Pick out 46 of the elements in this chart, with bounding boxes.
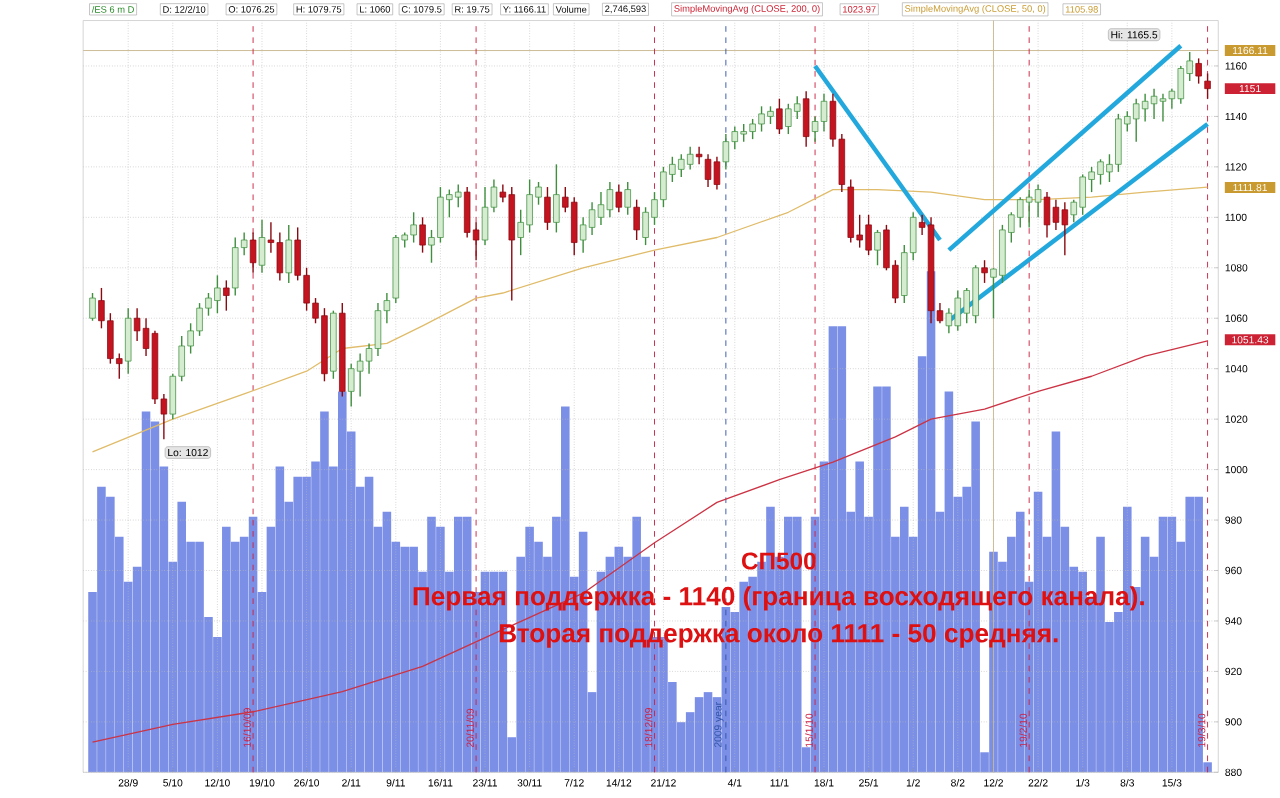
candlestick	[793, 95, 801, 120]
candlestick	[544, 186, 551, 231]
line-series	[91, 186, 1209, 453]
candlestick	[686, 145, 694, 170]
bar	[364, 476, 374, 773]
candlestick	[874, 228, 881, 266]
candlestick	[802, 90, 810, 148]
candlestick	[124, 307, 132, 375]
bar	[1140, 536, 1150, 773]
candlestick	[89, 292, 96, 322]
candlestick	[1034, 183, 1042, 218]
bar	[141, 411, 151, 773]
candlestick	[285, 223, 292, 284]
bar	[1158, 516, 1168, 773]
bar	[400, 546, 410, 773]
candlestick	[615, 183, 623, 213]
bar	[703, 691, 713, 773]
candlestick	[1150, 87, 1158, 120]
candlestick	[633, 198, 640, 241]
line-series	[91, 340, 1209, 743]
candlestick	[1043, 191, 1051, 238]
candlestick	[419, 216, 426, 254]
candlestick	[1195, 57, 1202, 85]
candlestick	[258, 218, 266, 274]
candlestick	[588, 201, 596, 236]
candlestick	[374, 302, 382, 357]
bar	[275, 466, 285, 773]
candlestick	[223, 279, 230, 312]
candlestick	[1159, 92, 1167, 122]
candlestick	[713, 155, 721, 191]
candlestick	[704, 153, 712, 188]
candlestick	[597, 191, 605, 226]
bar	[382, 511, 392, 773]
candlestick	[1204, 72, 1211, 100]
bar	[694, 696, 704, 773]
candlestick	[776, 97, 783, 135]
candlestick	[722, 133, 730, 170]
bar	[1185, 496, 1195, 773]
candlestick	[981, 259, 988, 284]
candlestick	[624, 181, 631, 216]
candlestick	[820, 92, 828, 132]
candlestick	[249, 231, 257, 274]
candlestick	[481, 186, 489, 246]
candlestick	[695, 145, 703, 165]
candlestick	[553, 163, 560, 233]
candlestick	[570, 196, 578, 256]
